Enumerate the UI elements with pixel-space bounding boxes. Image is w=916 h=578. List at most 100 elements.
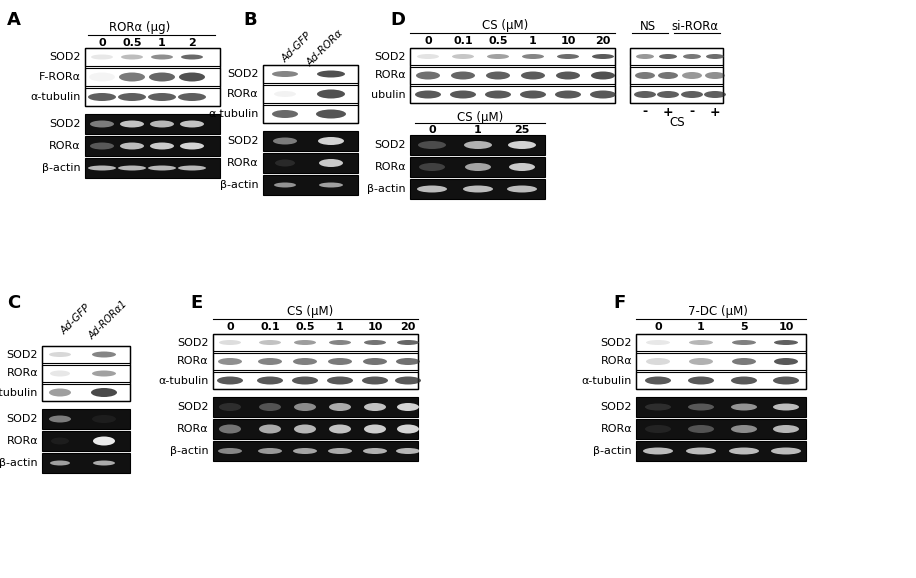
Ellipse shape xyxy=(90,143,114,150)
Bar xyxy=(42,384,130,401)
Text: SOD2: SOD2 xyxy=(49,52,81,62)
Text: NS: NS xyxy=(640,20,656,32)
Ellipse shape xyxy=(364,424,386,434)
Ellipse shape xyxy=(646,340,670,345)
Text: SOD2: SOD2 xyxy=(375,140,406,150)
Ellipse shape xyxy=(259,403,281,411)
Text: 10: 10 xyxy=(367,322,383,332)
Ellipse shape xyxy=(93,461,115,465)
Ellipse shape xyxy=(89,72,115,81)
Ellipse shape xyxy=(417,54,439,59)
Ellipse shape xyxy=(645,425,671,433)
Bar xyxy=(630,67,723,84)
Ellipse shape xyxy=(451,72,475,80)
Ellipse shape xyxy=(49,388,71,397)
Ellipse shape xyxy=(294,424,316,434)
Text: α-tubulin: α-tubulin xyxy=(158,376,209,386)
Text: Ad-RORα: Ad-RORα xyxy=(305,28,345,68)
Text: SOD2: SOD2 xyxy=(601,338,632,347)
Ellipse shape xyxy=(646,358,670,365)
Bar xyxy=(410,157,545,177)
Ellipse shape xyxy=(329,424,351,434)
Text: 10: 10 xyxy=(779,322,793,332)
Ellipse shape xyxy=(521,72,545,80)
Text: β-actin: β-actin xyxy=(594,446,632,456)
Ellipse shape xyxy=(645,376,671,384)
Bar xyxy=(213,419,418,439)
Text: β-actin: β-actin xyxy=(170,446,209,456)
Ellipse shape xyxy=(317,71,345,77)
Text: SOD2: SOD2 xyxy=(178,338,209,347)
Ellipse shape xyxy=(397,340,419,345)
Ellipse shape xyxy=(592,54,614,59)
Ellipse shape xyxy=(417,186,447,192)
Ellipse shape xyxy=(771,447,801,454)
Ellipse shape xyxy=(259,340,281,345)
Ellipse shape xyxy=(682,72,702,79)
Bar xyxy=(636,334,806,389)
Text: -: - xyxy=(690,106,694,118)
Ellipse shape xyxy=(450,91,476,98)
Ellipse shape xyxy=(731,376,757,384)
Text: α-tubulin: α-tubulin xyxy=(30,92,81,102)
Text: CS (μM): CS (μM) xyxy=(482,20,529,32)
Text: RORα: RORα xyxy=(600,357,632,366)
Text: RORα: RORα xyxy=(6,436,38,446)
Ellipse shape xyxy=(729,447,759,454)
Text: B: B xyxy=(243,11,256,29)
Bar xyxy=(636,372,806,389)
Ellipse shape xyxy=(120,143,144,150)
Bar xyxy=(85,136,220,156)
Ellipse shape xyxy=(328,358,352,365)
Ellipse shape xyxy=(363,358,387,365)
Ellipse shape xyxy=(452,54,474,59)
Text: SOD2: SOD2 xyxy=(49,119,81,129)
Bar xyxy=(85,114,220,134)
Ellipse shape xyxy=(415,91,441,98)
Text: 0: 0 xyxy=(424,36,431,46)
Ellipse shape xyxy=(178,93,206,101)
Ellipse shape xyxy=(317,90,345,98)
Ellipse shape xyxy=(329,340,351,345)
Ellipse shape xyxy=(689,340,713,345)
Ellipse shape xyxy=(259,424,281,434)
Text: 1: 1 xyxy=(336,322,344,332)
Text: RORα: RORα xyxy=(227,158,259,168)
Text: 0: 0 xyxy=(226,322,234,332)
Ellipse shape xyxy=(362,376,388,384)
Ellipse shape xyxy=(218,448,242,454)
Text: SOD2: SOD2 xyxy=(6,414,38,424)
Ellipse shape xyxy=(219,424,241,434)
Text: +: + xyxy=(710,106,720,118)
Ellipse shape xyxy=(179,72,205,81)
Ellipse shape xyxy=(464,141,492,149)
Text: β-actin: β-actin xyxy=(0,458,38,468)
Ellipse shape xyxy=(731,403,757,410)
Ellipse shape xyxy=(634,91,656,98)
Ellipse shape xyxy=(556,72,580,80)
Text: α-tubulin: α-tubulin xyxy=(0,387,38,398)
Text: CS (μM): CS (μM) xyxy=(457,110,503,124)
Ellipse shape xyxy=(293,448,317,454)
Ellipse shape xyxy=(686,447,716,454)
Ellipse shape xyxy=(487,54,509,59)
Text: SOD2: SOD2 xyxy=(601,402,632,412)
Ellipse shape xyxy=(522,54,544,59)
Text: SOD2: SOD2 xyxy=(6,350,38,360)
Ellipse shape xyxy=(275,160,295,166)
Bar xyxy=(213,372,418,389)
Bar xyxy=(636,419,806,439)
Text: Ad-RORα1: Ad-RORα1 xyxy=(87,299,129,341)
Text: RORα: RORα xyxy=(178,424,209,434)
Text: SOD2: SOD2 xyxy=(178,402,209,412)
Text: 10: 10 xyxy=(561,36,575,46)
Ellipse shape xyxy=(773,425,799,433)
Ellipse shape xyxy=(659,54,677,59)
Bar xyxy=(85,68,220,86)
Ellipse shape xyxy=(463,186,493,192)
Ellipse shape xyxy=(732,358,756,365)
Bar xyxy=(410,48,615,103)
Ellipse shape xyxy=(363,448,387,454)
Ellipse shape xyxy=(704,91,726,98)
Text: CS: CS xyxy=(670,116,685,128)
